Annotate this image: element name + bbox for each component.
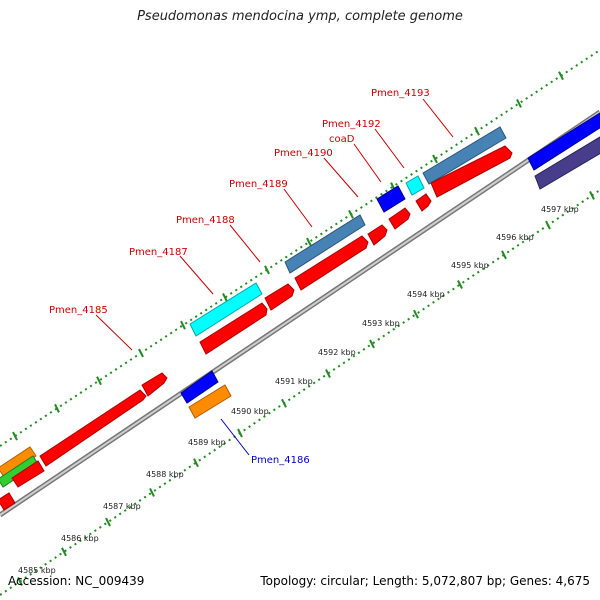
ruler-tick: [105, 517, 111, 527]
ruler-tick: [138, 348, 144, 358]
gene-label-pmen-4190: Pmen_4190: [274, 148, 333, 159]
tick-label-4585: 4585 kbp: [18, 566, 56, 575]
ruler-tick: [589, 190, 595, 200]
gene-label-group: Pmen_4185 Pmen_4187 Pmen_4188 Pmen_4189 …: [49, 88, 430, 466]
ruler-tick: [54, 403, 60, 413]
backbone: [0, 109, 600, 518]
inner-ruler: [0, 189, 600, 596]
tick-label-4593: 4593 kbp: [362, 319, 400, 328]
tick-label-4596: 4596 kbp: [496, 233, 534, 242]
gene-pmen-4189[interactable]: [284, 214, 366, 274]
tick-label-group: 4585 kbp 4586 kbp 4587 kbp 4588 kbp 4589…: [18, 205, 579, 575]
ruler-tick: [237, 428, 243, 438]
ruler-tick: [516, 99, 522, 108]
tick-label-4587: 4587 kbp: [103, 502, 141, 511]
tick-label-4594: 4594 kbp: [407, 290, 445, 299]
outer-ruler: [0, 49, 600, 447]
ruler-tick: [501, 250, 507, 260]
tick-label-4589: 4589 kbp: [188, 438, 226, 447]
label-leaders: [95, 98, 454, 456]
ruler-tick: [413, 309, 419, 319]
ruler-tick: [457, 280, 463, 289]
gene-label-pmen-4187: Pmen_4187: [129, 247, 188, 258]
ruler-tick: [325, 369, 331, 379]
ruler-tick: [180, 320, 186, 330]
gene-orange-4186-partner[interactable]: [188, 384, 232, 419]
map-title: Pseudomonas mendocina ymp, complete geno…: [137, 9, 463, 24]
ruler-tick: [12, 431, 18, 441]
ruler-tick: [222, 293, 228, 302]
gene-pmen-4187[interactable]: [189, 282, 263, 337]
gene-label-coad: coaD: [329, 134, 355, 145]
ruler-tick: [96, 376, 102, 386]
tick-label-4595: 4595 kbp: [451, 261, 489, 270]
gene-pmen-4193[interactable]: [422, 126, 507, 185]
tick-label-4590: 4590 kbp: [231, 407, 269, 416]
gene-label-pmen-4188: Pmen_4188: [176, 215, 235, 226]
gene-darkslate-right[interactable]: [534, 136, 600, 190]
gene-label-pmen-4193: Pmen_4193: [371, 88, 430, 99]
genome-summary-text: Topology: circular; Length: 5,072,807 bp…: [260, 574, 590, 588]
gene-label-pmen-4186: Pmen_4186: [251, 455, 310, 466]
gene-label-pmen-4185: Pmen_4185: [49, 305, 108, 316]
ruler-tick: [348, 209, 354, 219]
gene-label-pmen-4189: Pmen_4189: [229, 179, 288, 190]
gene-pmen-4190[interactable]: [376, 185, 406, 213]
gene-pmen-4186[interactable]: [180, 370, 219, 404]
ruler-ticks: [12, 71, 595, 586]
ruler-tick: [281, 398, 287, 408]
tick-label-4591: 4591 kbp: [275, 377, 313, 386]
tick-label-4586: 4586 kbp: [61, 534, 99, 543]
ruler-tick: [61, 547, 67, 557]
tick-label-4597: 4597 kbp: [541, 205, 579, 214]
ruler-tick: [17, 577, 23, 586]
forward-genes[interactable]: [0, 145, 513, 511]
gene-orange-far-left[interactable]: [0, 446, 37, 478]
gene-blue-right[interactable]: [527, 112, 600, 171]
ruler-tick: [306, 237, 312, 247]
gene-label-pmen-4192: Pmen_4192: [322, 119, 381, 130]
ruler-tick: [558, 71, 564, 81]
gene-pmen-4192[interactable]: [405, 175, 425, 196]
ruler-tick: [474, 126, 480, 136]
tick-label-4592: 4592 kbp: [318, 348, 356, 357]
tick-label-4588: 4588 kbp: [146, 470, 184, 479]
accession-text: Accession: NC_009439: [8, 574, 145, 588]
ruler-tick: [432, 154, 438, 164]
ruler-tick: [149, 487, 155, 497]
ruler-tick: [545, 220, 551, 230]
ruler-tick: [369, 339, 375, 349]
ruler-tick: [264, 265, 270, 275]
ruler-tick: [193, 458, 199, 468]
